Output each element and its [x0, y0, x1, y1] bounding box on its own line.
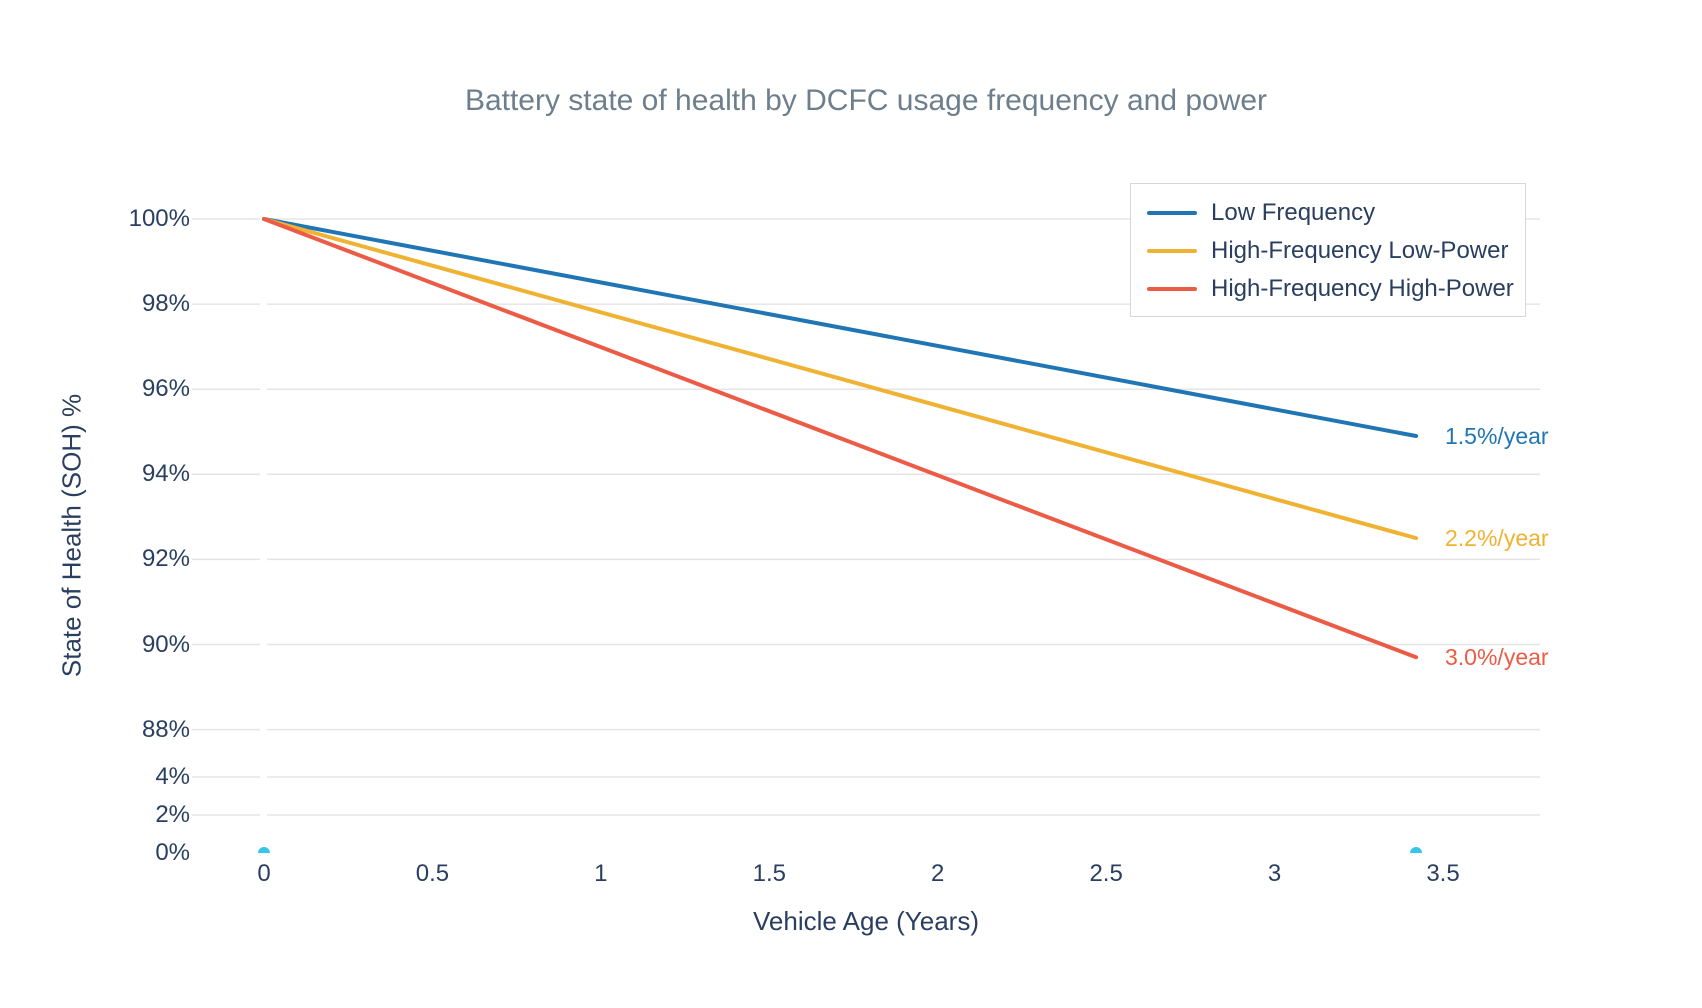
rate-annotation: 3.0%/year: [1445, 644, 1549, 671]
series-line-1: [262, 217, 1419, 541]
y-tick-label: 100%: [128, 205, 190, 232]
x-tick-label: 3: [1267, 860, 1282, 887]
legend-item[interactable]: High-Frequency Low-Power: [1131, 232, 1525, 270]
series-line-0: [262, 217, 1419, 439]
y-tick-label: 92%: [141, 545, 190, 573]
legend-label: High-Frequency High-Power: [1211, 275, 1514, 302]
legend-label: Low Frequency: [1211, 199, 1376, 226]
y-tick-label: 88%: [141, 715, 190, 743]
x-tick-label: 1: [594, 860, 608, 887]
rate-annotation: 2.2%/year: [1445, 525, 1549, 552]
legend-item[interactable]: High-Frequency High-Power: [1131, 270, 1525, 308]
y-tick-label: 98%: [141, 290, 190, 318]
x-zeroline-mask: [260, 170, 267, 853]
y-tick-label: 4%: [155, 763, 190, 790]
legend-label: High-Frequency Low-Power: [1211, 237, 1509, 264]
x-tick-label: 0.5: [415, 860, 450, 887]
y-tick-label: 96%: [141, 375, 190, 403]
x-tick-label: 3.5: [1426, 860, 1460, 887]
x-axis-title: Vehicle Age (Years): [753, 906, 979, 936]
marker-dot-1: [1410, 847, 1423, 853]
legend-item[interactable]: Low Frequency: [1131, 194, 1525, 232]
legend: Low Frequency High-Frequency Low-Power Hig…: [1130, 183, 1526, 317]
x-tick-label: 1.5: [752, 860, 786, 887]
legend-swatch-icon: [1147, 211, 1197, 215]
x-tick-label: 2.5: [1089, 860, 1123, 887]
chart-title: Battery state of health by DCFC usage fr…: [464, 84, 1268, 117]
y-tick-label: 90%: [141, 630, 190, 658]
series-line-2: [262, 217, 1419, 660]
y-tick-label: 94%: [141, 460, 190, 488]
x-tick-label: 2: [931, 860, 945, 887]
marker-dot-0: [258, 847, 270, 853]
rate-annotation: 1.5%/year: [1445, 423, 1549, 449]
legend-swatch-icon: [1147, 249, 1197, 253]
y-tick-label: 0%: [155, 839, 190, 866]
y-tick-label: 2%: [155, 801, 190, 828]
x-tick-label: 0: [257, 860, 271, 887]
legend-swatch-icon: [1147, 287, 1197, 291]
